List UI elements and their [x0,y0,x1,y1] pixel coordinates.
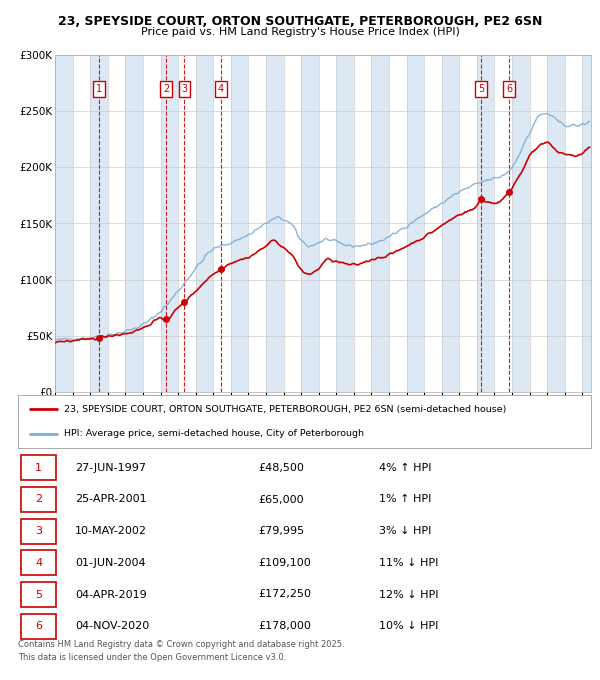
Text: HPI: Average price, semi-detached house, City of Peterborough: HPI: Average price, semi-detached house,… [64,429,364,438]
FancyBboxPatch shape [21,551,56,575]
Text: 6: 6 [506,84,512,94]
Text: 2: 2 [35,494,42,505]
Text: £178,000: £178,000 [259,621,311,631]
Text: 23, SPEYSIDE COURT, ORTON SOUTHGATE, PETERBOROUGH, PE2 6SN: 23, SPEYSIDE COURT, ORTON SOUTHGATE, PET… [58,15,542,28]
Bar [161,55,178,392]
Bar [125,55,143,392]
Text: £109,100: £109,100 [259,558,311,568]
Text: 5: 5 [35,590,42,600]
Text: £65,000: £65,000 [259,494,304,505]
Text: 04-NOV-2020: 04-NOV-2020 [76,621,149,631]
Text: 5: 5 [478,84,484,94]
Text: 4: 4 [218,84,224,94]
Bar [442,55,459,392]
Text: 6: 6 [35,621,42,631]
Bar [512,55,530,392]
Bar [231,55,248,392]
Text: 2: 2 [163,84,169,94]
Text: 1% ↑ HPI: 1% ↑ HPI [379,494,431,505]
Bar [266,55,284,392]
Text: 4% ↑ HPI: 4% ↑ HPI [379,463,431,473]
Bar [547,55,565,392]
Text: Contains HM Land Registry data © Crown copyright and database right 2025.: Contains HM Land Registry data © Crown c… [18,641,344,649]
Text: 11% ↓ HPI: 11% ↓ HPI [379,558,439,568]
Text: 1: 1 [35,463,42,473]
FancyBboxPatch shape [21,519,56,543]
Text: 4: 4 [35,558,42,568]
Bar [371,55,389,392]
Bar [582,55,600,392]
Text: Price paid vs. HM Land Registry's House Price Index (HPI): Price paid vs. HM Land Registry's House … [140,27,460,37]
Bar [407,55,424,392]
Text: This data is licensed under the Open Government Licence v3.0.: This data is licensed under the Open Gov… [18,653,286,662]
FancyBboxPatch shape [21,487,56,512]
Text: 1: 1 [96,84,102,94]
Text: £48,500: £48,500 [259,463,305,473]
Text: 10-MAY-2002: 10-MAY-2002 [76,526,148,536]
Text: 23, SPEYSIDE COURT, ORTON SOUTHGATE, PETERBOROUGH, PE2 6SN (semi-detached house): 23, SPEYSIDE COURT, ORTON SOUTHGATE, PET… [64,405,506,414]
Bar [196,55,214,392]
Text: 25-APR-2001: 25-APR-2001 [76,494,147,505]
Text: 01-JUN-2004: 01-JUN-2004 [76,558,146,568]
Text: 10% ↓ HPI: 10% ↓ HPI [379,621,439,631]
Text: 3: 3 [181,84,188,94]
Text: £172,250: £172,250 [259,590,311,600]
Text: 27-JUN-1997: 27-JUN-1997 [76,463,146,473]
Bar [91,55,108,392]
Text: 04-APR-2019: 04-APR-2019 [76,590,147,600]
Text: 3: 3 [35,526,42,536]
Text: 3% ↓ HPI: 3% ↓ HPI [379,526,431,536]
Bar [301,55,319,392]
FancyBboxPatch shape [21,614,56,639]
FancyBboxPatch shape [21,582,56,607]
Bar [55,55,73,392]
FancyBboxPatch shape [21,456,56,480]
Text: 12% ↓ HPI: 12% ↓ HPI [379,590,439,600]
Bar [336,55,354,392]
Text: £79,995: £79,995 [259,526,305,536]
Bar [477,55,494,392]
